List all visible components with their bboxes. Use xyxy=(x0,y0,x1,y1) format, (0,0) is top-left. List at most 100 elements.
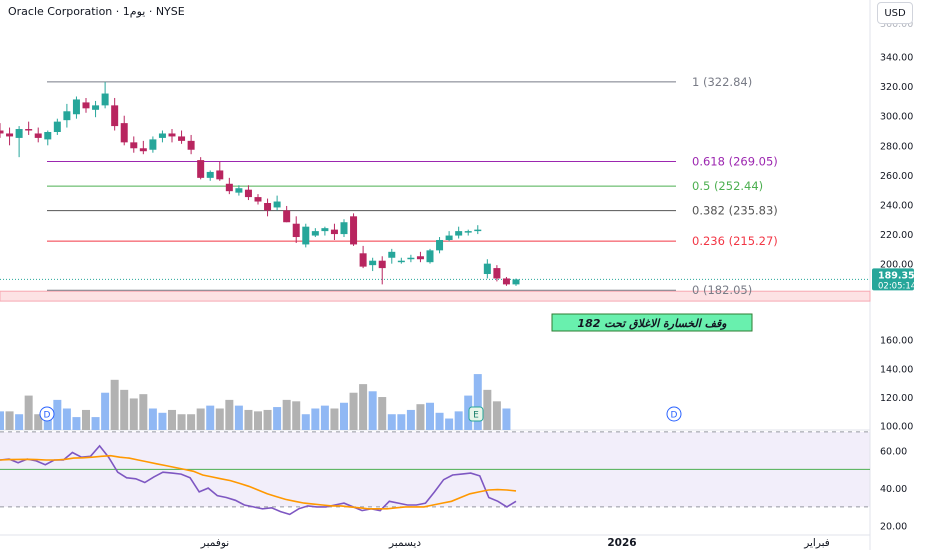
candle xyxy=(149,136,157,153)
candle xyxy=(197,157,205,180)
candle xyxy=(216,161,224,181)
volume-bar xyxy=(168,409,176,430)
volume-bar xyxy=(254,411,262,430)
volume-bar xyxy=(234,405,243,430)
volume-bar xyxy=(244,409,253,430)
fib-level-label: 0.618 (269.05) xyxy=(692,155,778,169)
event-marker-label: E xyxy=(473,411,479,421)
candle xyxy=(158,130,166,143)
candle-body xyxy=(6,133,14,137)
volume-bar xyxy=(62,408,71,430)
candle-body xyxy=(502,278,510,285)
candle-body xyxy=(264,203,272,211)
stop-loss-note-text: وقف الخسارة الاغلاق تحت 182 xyxy=(577,317,727,330)
volume-bar xyxy=(129,398,138,430)
currency-button[interactable]: USD xyxy=(877,2,913,24)
volume-bar xyxy=(139,394,148,430)
candle xyxy=(34,127,42,143)
volume-bar xyxy=(158,412,167,430)
volume-bar xyxy=(110,379,119,430)
candle xyxy=(44,130,52,146)
candle-body xyxy=(158,133,166,138)
rsi-axis-tick: 20.00 xyxy=(880,522,907,533)
rsi-axis-tick: 40.00 xyxy=(880,484,907,495)
candle xyxy=(502,276,510,286)
price-axis-tick: 260.00 xyxy=(880,171,913,182)
candle xyxy=(416,251,424,263)
price-axis-tick: 240.00 xyxy=(880,200,913,211)
volume-axis-tick: 160.00 xyxy=(880,336,913,347)
price-axis-tick: 200.00 xyxy=(880,260,913,271)
candle-body xyxy=(455,231,463,236)
volume-bar xyxy=(292,401,301,430)
candle xyxy=(111,97,119,131)
volume-bar xyxy=(5,411,14,430)
volume-bar xyxy=(397,414,406,430)
candle xyxy=(225,177,233,195)
candle-body xyxy=(512,279,520,285)
fib-level-label: 0.236 (215.27) xyxy=(692,234,778,248)
price-axis-tick: 340.00 xyxy=(880,53,913,64)
candle-body xyxy=(474,229,482,232)
volume-bar xyxy=(24,395,33,430)
candle-body xyxy=(359,253,367,267)
volume-bar xyxy=(330,408,339,430)
candle-body xyxy=(82,102,90,109)
time-axis-tick: فبراير xyxy=(803,537,830,549)
volume-bar xyxy=(473,374,482,430)
volume-bar xyxy=(101,392,110,430)
candle xyxy=(340,219,348,238)
stop-loss-zone xyxy=(0,290,871,302)
event-marker-label: D xyxy=(44,411,51,421)
event-marker: E xyxy=(468,406,484,422)
volume-bar xyxy=(91,417,100,430)
candle xyxy=(254,194,262,205)
volume-bar xyxy=(426,402,434,430)
candle-body xyxy=(283,210,291,223)
candle-body xyxy=(101,93,109,106)
volume-bar xyxy=(502,408,511,430)
candle xyxy=(63,103,71,128)
candle xyxy=(283,205,291,223)
candle-body xyxy=(321,228,329,232)
candle xyxy=(15,126,23,158)
candle xyxy=(436,237,444,254)
volume-bar xyxy=(349,392,358,430)
candle xyxy=(120,115,128,146)
candle-body xyxy=(25,129,33,131)
candle-body xyxy=(407,257,415,260)
price-axis-tick: 360.00 xyxy=(880,19,913,30)
candle-body xyxy=(273,201,281,208)
event-marker-label: D xyxy=(671,411,678,421)
volume-bar xyxy=(34,414,43,430)
chart-title: Oracle Corporation · 1يوم · NYSE xyxy=(8,5,185,18)
candle-body xyxy=(34,133,42,138)
volume-bar xyxy=(263,409,272,430)
candle-body xyxy=(53,121,61,132)
last-price-value: 189.35 xyxy=(878,270,915,281)
fib-level-label: 0.5 (252.44) xyxy=(692,179,763,193)
candle xyxy=(25,121,33,135)
candle-body xyxy=(378,260,386,269)
candle-body xyxy=(63,111,71,121)
candle-body xyxy=(436,239,444,251)
candle-body xyxy=(15,129,23,138)
candle xyxy=(359,245,367,269)
candle xyxy=(445,231,453,242)
candle-body xyxy=(216,170,224,180)
candle xyxy=(82,97,90,113)
candle xyxy=(378,256,386,285)
candle-body xyxy=(72,99,80,115)
volume-bar xyxy=(387,414,396,430)
candle xyxy=(397,257,405,264)
volume-bar xyxy=(177,414,186,430)
price-axis-tick: 300.00 xyxy=(880,112,913,123)
candle-body xyxy=(0,130,4,134)
candle-body xyxy=(369,260,377,266)
volume-bar xyxy=(196,408,205,430)
volume-bar xyxy=(206,405,215,430)
candle-body xyxy=(445,235,453,240)
volume-bar xyxy=(435,412,444,430)
